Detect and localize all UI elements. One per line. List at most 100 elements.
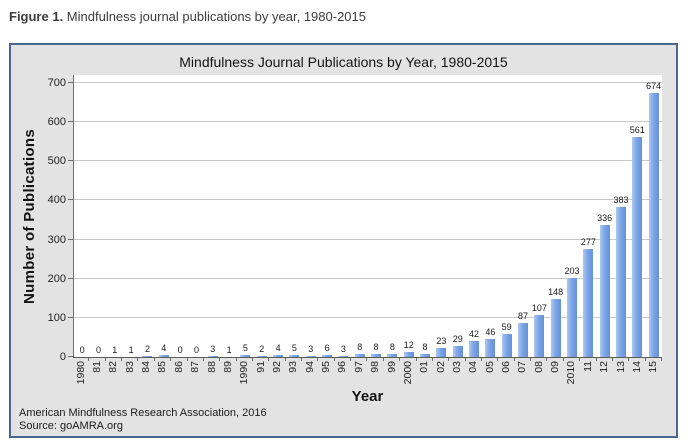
bar — [567, 277, 577, 357]
x-tick-label: 1990 — [238, 361, 251, 385]
bar — [289, 355, 300, 357]
x-tick-label: 01 — [418, 361, 431, 373]
x-tick-label: 82 — [107, 361, 120, 373]
x-tick-slot: 07 — [515, 358, 532, 394]
bar-slot: 1 — [123, 83, 139, 357]
x-tick-label: 98 — [369, 361, 382, 373]
bar-slot: 336 — [597, 83, 613, 357]
x-tick-label: 07 — [516, 361, 529, 373]
x-tick-label: 85 — [156, 361, 169, 373]
bar-slot: 8 — [352, 83, 368, 357]
x-tick-label: 97 — [352, 361, 365, 373]
bar — [615, 207, 626, 357]
x-tick-slot: 99 — [384, 358, 401, 394]
bar — [501, 333, 512, 357]
bar-slot: 12 — [401, 83, 417, 357]
x-tick-slot: 85 — [155, 358, 172, 394]
figure-caption-label: Figure 1. — [9, 9, 64, 24]
x-tick-slot: 1980 — [73, 358, 90, 394]
x-tick-slot: 96 — [335, 358, 352, 394]
y-tick-label: 300 — [47, 233, 66, 246]
x-tick-slot: 14 — [629, 358, 646, 394]
bar-value-label: 0 — [79, 345, 85, 355]
bar-slot: 277 — [580, 83, 596, 357]
y-axis-tick — [68, 199, 73, 201]
x-tick-slot: 88 — [204, 358, 221, 394]
bar-slot: 8 — [417, 83, 433, 357]
bar-value-label: 12 — [403, 340, 414, 351]
x-tick-label: 92 — [270, 361, 283, 373]
y-axis-title-wrap: Number of Publications — [21, 75, 38, 358]
gridline — [74, 82, 662, 83]
bar-value-label: 46 — [485, 327, 496, 337]
bar-slot: 42 — [466, 83, 482, 357]
bar — [436, 348, 447, 357]
bar-slot: 674 — [645, 81, 661, 357]
bar-value-label: 8 — [389, 341, 395, 352]
x-tick-slot: 89 — [220, 358, 237, 394]
bar-value-label: 5 — [291, 343, 297, 354]
bar — [158, 355, 169, 357]
bar-slot: 0 — [172, 83, 188, 357]
x-tick-label: 83 — [123, 361, 136, 373]
x-tick-slot: 11 — [580, 358, 597, 394]
bar-slot: 561 — [629, 83, 645, 357]
bar-slot: 6 — [319, 83, 335, 357]
x-tick-slot: 1990 — [237, 358, 254, 394]
figure-caption-text: Mindfulness journal publications by year… — [63, 9, 366, 24]
x-axis-title: Year — [351, 388, 384, 405]
x-tick-label: 89 — [221, 361, 234, 373]
bar-value-label: 1 — [128, 344, 134, 355]
source-line-2: Source: goAMRA.org — [19, 420, 123, 432]
x-tick-slot: 92 — [269, 358, 287, 394]
bar-slot: 0 — [74, 83, 90, 357]
x-tick-slot: 01 — [417, 358, 434, 394]
bar-value-label: 8 — [422, 341, 428, 352]
bar-slot: 1 — [221, 83, 237, 357]
x-tick-slot: 09 — [547, 358, 565, 394]
bar-slot: 1 — [107, 83, 123, 357]
bar — [452, 345, 463, 357]
y-axis-tick — [68, 277, 73, 279]
bar-value-label: 2 — [259, 344, 265, 355]
bar — [420, 353, 431, 357]
x-tick-label: 95 — [320, 361, 333, 373]
bar-slot: 4 — [156, 83, 172, 357]
x-tick-label: 84 — [140, 361, 153, 373]
x-tick-slot: 81 — [89, 358, 107, 394]
bar-value-label: 23 — [436, 336, 447, 346]
bar-value-label: 3 — [340, 343, 346, 354]
bar — [371, 353, 382, 357]
bar — [338, 355, 349, 357]
bar-value-label: 87 — [518, 310, 529, 321]
x-tick-slot: 05 — [482, 358, 499, 394]
bar — [207, 355, 218, 357]
bar — [403, 352, 414, 357]
y-axis-tick — [68, 238, 73, 240]
bar — [354, 353, 365, 357]
x-tick-label: 2010 — [565, 361, 578, 385]
chart-title: Mindfulness Journal Publications by Year… — [179, 54, 508, 70]
bar — [273, 355, 284, 357]
bar-value-label: 6 — [324, 342, 330, 353]
x-tick-label: 14 — [630, 361, 643, 373]
bar — [142, 356, 153, 357]
y-tick-label: 600 — [47, 116, 66, 129]
bar-value-label: 1 — [112, 344, 118, 355]
x-tick-label: 81 — [91, 361, 104, 373]
x-tick-slot: 83 — [122, 358, 139, 394]
bar — [240, 355, 251, 357]
bars: 0 0 1 1 2 4 0 0 3 1 5 2 4 5 3 6 3 8 8 8 12 8 23 29 42 46 59 87 107 14… — [74, 81, 662, 357]
y-axis-tick — [68, 316, 73, 318]
bar-slot: 2 — [254, 83, 270, 357]
x-tick-label: 1980 — [74, 361, 87, 385]
bar — [305, 355, 316, 357]
x-tick-slot: 15 — [646, 358, 663, 394]
y-tick-label: 100 — [47, 311, 66, 324]
gridline — [74, 160, 662, 162]
bar-value-label: 4 — [161, 343, 167, 354]
x-tick-label: 11 — [581, 361, 594, 372]
bar — [518, 322, 529, 357]
bar-value-label: 0 — [193, 345, 199, 355]
x-tick-slot: 08 — [531, 358, 548, 394]
